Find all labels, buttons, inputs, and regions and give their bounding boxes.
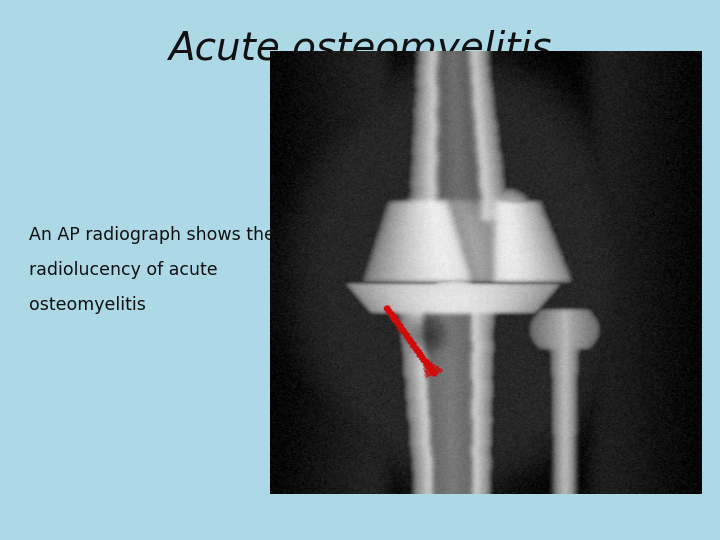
Text: Acute osteomyelitis: Acute osteomyelitis: [168, 30, 552, 68]
Text: radiolucency of acute: radiolucency of acute: [29, 261, 217, 279]
Text: osteomyelitis: osteomyelitis: [29, 296, 145, 314]
Text: An AP radiograph shows the: An AP radiograph shows the: [29, 226, 274, 244]
